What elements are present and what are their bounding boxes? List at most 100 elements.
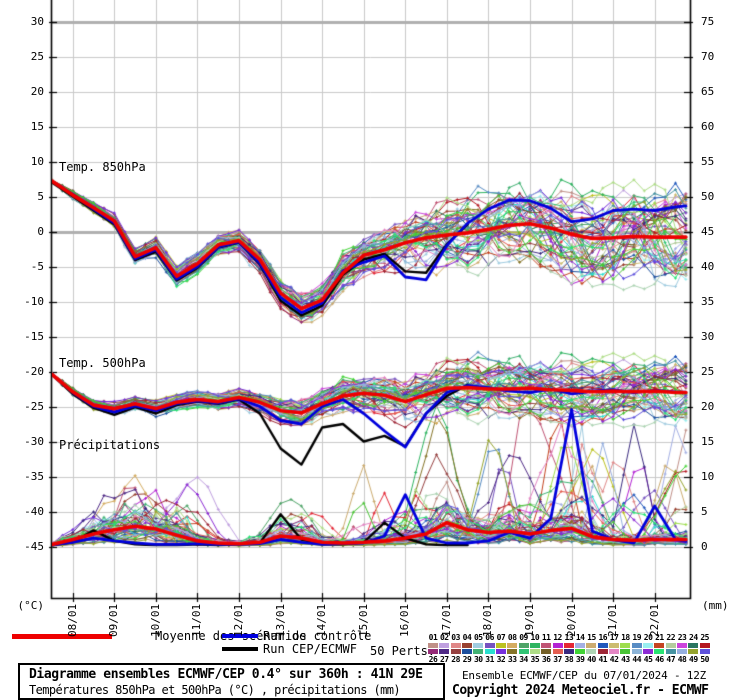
y-left-tick-label: 25 bbox=[30, 49, 44, 63]
y-left-tick-label: 20 bbox=[30, 84, 44, 98]
pert-swatch bbox=[484, 649, 495, 654]
legend-control-line-swatch bbox=[222, 634, 258, 638]
pert-swatch bbox=[699, 649, 710, 654]
pert-number: 07 bbox=[496, 633, 506, 642]
pert-swatch bbox=[620, 649, 631, 654]
pert-swatch bbox=[495, 649, 506, 654]
pert-swatch bbox=[518, 643, 529, 648]
pert-number: 34 bbox=[519, 655, 528, 664]
pert-number: 26 bbox=[428, 655, 438, 664]
pert-swatch bbox=[439, 649, 450, 654]
pert-swatch bbox=[518, 649, 529, 654]
pert-number: 44 bbox=[632, 655, 642, 664]
pert-number: 02 bbox=[439, 633, 449, 642]
y-left-tick-label: -45 bbox=[24, 539, 44, 553]
x-date-label: 22/01 bbox=[647, 603, 661, 637]
pert-number: 25 bbox=[700, 633, 709, 642]
pert-swatch bbox=[665, 643, 676, 648]
pert-swatch bbox=[450, 643, 461, 648]
pert-number: 28 bbox=[451, 655, 460, 664]
pert-number: 10 bbox=[530, 633, 540, 642]
y-left-unit-label: (°C) bbox=[17, 599, 45, 612]
pert-swatch bbox=[677, 649, 688, 654]
legend-deterministic-label: Run CEP/ECMWF bbox=[263, 642, 357, 656]
pert-number: 17 bbox=[609, 633, 619, 642]
pert-number: 31 bbox=[485, 655, 494, 664]
pert-swatch bbox=[552, 649, 563, 654]
x-date-label: 14/01 bbox=[315, 603, 329, 637]
pert-swatch bbox=[597, 643, 608, 648]
x-date-label: 10/01 bbox=[148, 603, 162, 637]
pert-swatch bbox=[495, 643, 506, 648]
y-left-tick-label: -10 bbox=[24, 294, 44, 308]
pert-swatch bbox=[428, 643, 438, 648]
y-right-tick-label: 35 bbox=[701, 294, 715, 308]
pert-swatch bbox=[563, 643, 574, 648]
y-left-tick-label: 30 bbox=[30, 14, 44, 28]
pert-number: 33 bbox=[507, 655, 517, 664]
y-right-tick-label: 60 bbox=[701, 119, 715, 133]
pert-number: 19 bbox=[632, 633, 642, 642]
pert-swatch bbox=[529, 649, 540, 654]
pert-swatch bbox=[699, 643, 710, 648]
pert-number: 18 bbox=[621, 633, 630, 642]
pert-swatch bbox=[484, 643, 495, 648]
y-right-tick-label: 25 bbox=[701, 364, 715, 378]
pert-number: 11 bbox=[541, 633, 551, 642]
legend-deterministic-line-swatch bbox=[222, 647, 258, 651]
title-box: Diagramme ensembles ECMWF/CEP 0.4° sur 3… bbox=[18, 663, 445, 700]
legend-mean-label: Moyenne des scénarios bbox=[155, 629, 307, 643]
pert-number: 03 bbox=[451, 633, 460, 642]
x-date-label: 20/01 bbox=[564, 603, 578, 637]
panel-label-t500: Temp. 500hPa bbox=[59, 356, 146, 370]
y-left-tick-label: -20 bbox=[24, 364, 44, 378]
pert-swatch bbox=[586, 649, 597, 654]
x-date-label: 21/01 bbox=[606, 603, 620, 637]
pert-swatch bbox=[563, 649, 574, 654]
legend-control-label: Run de contrôle bbox=[263, 629, 372, 643]
diagram-subtitle: Températures 850hPa et 500hPa (°C) , pré… bbox=[29, 683, 401, 697]
pert-swatch bbox=[665, 649, 676, 654]
y-left-tick-label: -30 bbox=[24, 434, 44, 448]
pert-number: 04 bbox=[462, 633, 472, 642]
pert-swatch bbox=[428, 649, 438, 654]
pert-number: 24 bbox=[689, 633, 698, 642]
pert-number: 21 bbox=[655, 633, 664, 642]
y-right-unit-label: (mm) bbox=[702, 599, 729, 612]
y-right-tick-label: 70 bbox=[701, 49, 715, 63]
y-right-tick-label: 0 bbox=[701, 539, 708, 553]
pert-number: 40 bbox=[587, 655, 596, 664]
x-date-label: 17/01 bbox=[439, 603, 453, 637]
pert-swatch bbox=[507, 643, 518, 648]
pert-number: 35 bbox=[530, 655, 540, 664]
pert-swatch bbox=[688, 643, 699, 648]
y-right-tick-label: 20 bbox=[701, 399, 715, 413]
pert-swatch bbox=[620, 643, 631, 648]
pert-number: 49 bbox=[689, 655, 698, 664]
pert-number: 22 bbox=[666, 633, 676, 642]
pert-number: 14 bbox=[575, 633, 585, 642]
pert-swatch bbox=[507, 649, 518, 654]
pert-number: 16 bbox=[598, 633, 608, 642]
pert-swatch bbox=[643, 649, 654, 654]
x-date-label: 16/01 bbox=[398, 603, 412, 637]
legend-mean-line-swatch bbox=[12, 634, 112, 639]
pert-swatch bbox=[473, 649, 484, 654]
diagram-title: Diagramme ensembles ECMWF/CEP 0.4° sur 3… bbox=[29, 667, 423, 682]
x-date-label: 09/01 bbox=[107, 603, 121, 637]
pert-swatch bbox=[586, 643, 597, 648]
y-left-tick-label: -40 bbox=[24, 504, 44, 518]
pert-number: 38 bbox=[564, 655, 574, 664]
pert-swatch bbox=[541, 643, 552, 648]
pert-number: 27 bbox=[439, 655, 449, 664]
pert-number: 30 bbox=[473, 655, 483, 664]
pert-number: 20 bbox=[643, 633, 653, 642]
pert-number: 48 bbox=[677, 655, 687, 664]
y-left-tick-label: 5 bbox=[37, 189, 44, 203]
pert-swatch bbox=[643, 643, 654, 648]
pert-number: 50 bbox=[700, 655, 709, 664]
panel-label-t850: Temp. 850hPa bbox=[59, 160, 146, 174]
y-left-tick-label: 10 bbox=[30, 154, 44, 168]
pert-swatch bbox=[552, 643, 563, 648]
